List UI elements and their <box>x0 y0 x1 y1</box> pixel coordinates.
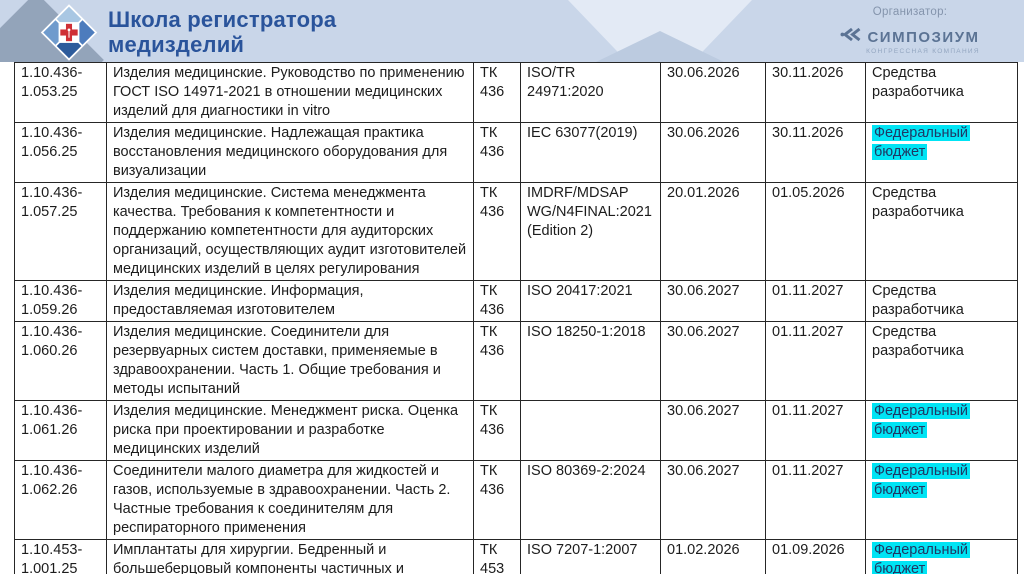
cell-funding: Средства разработчика <box>865 182 1018 281</box>
cell-tk: ТК 436 <box>473 122 521 183</box>
cell-date1: 30.06.2026 <box>660 122 766 183</box>
funding-text: Федеральный бюджет <box>872 463 970 498</box>
cell-date2: 30.11.2026 <box>765 122 866 183</box>
table-row: 1.10.453-1.001.25 Имплантаты для хирурги… <box>14 539 1018 574</box>
cell-standard: ISO/TR 24971:2020 <box>520 62 661 123</box>
cell-date2: 01.09.2026 <box>765 539 866 574</box>
cell-date2: 01.11.2027 <box>765 321 866 401</box>
organizer-label: Организатор: <box>872 6 948 18</box>
cell-date1: 30.06.2027 <box>660 460 766 540</box>
cell-id: 1.10.436-1.057.25 <box>14 182 107 281</box>
cell-date1: 30.06.2026 <box>660 62 766 123</box>
funding-text: Средства разработчика <box>872 324 964 359</box>
cell-id: 1.10.436-1.056.25 <box>14 122 107 183</box>
cell-id: 1.10.436-1.060.26 <box>14 321 107 401</box>
organizer-subtitle: КОНГРЕССНАЯ КОМПАНИЯ <box>866 48 980 55</box>
cell-date1: 30.06.2027 <box>660 280 766 322</box>
standards-table-body: 1.10.436-1.053.25 Изделия медицинские. Р… <box>14 62 1018 574</box>
cell-tk: ТК 436 <box>473 400 521 461</box>
cell-standard <box>520 400 661 461</box>
cell-standard: IEC 63077(2019) <box>520 122 661 183</box>
cell-standard: ISO 7207-1:2007 <box>520 539 661 574</box>
funding-text: Средства разработчика <box>872 283 964 318</box>
funding-text: Федеральный бюджет <box>872 125 970 160</box>
cell-title: Изделия медицинские. Соединители для рез… <box>106 321 474 401</box>
cell-funding: Федеральный бюджет <box>865 400 1018 461</box>
cell-funding: Федеральный бюджет <box>865 122 1018 183</box>
cell-title: Изделия медицинские. Информация, предост… <box>106 280 474 322</box>
cell-funding: Федеральный бюджет <box>865 539 1018 574</box>
cell-title: Изделия медицинские. Руководство по прим… <box>106 62 474 123</box>
symposium-logo-icon <box>840 27 862 47</box>
cell-funding: Средства разработчика <box>865 62 1018 123</box>
funding-text: Федеральный бюджет <box>872 542 970 574</box>
cell-id: 1.10.436-1.053.25 <box>14 62 107 123</box>
cell-date2: 01.11.2027 <box>765 400 866 461</box>
standards-table: 1.10.436-1.053.25 Изделия медицинские. Р… <box>14 62 1018 574</box>
funding-text: Средства разработчика <box>872 185 964 220</box>
cell-date1: 01.02.2026 <box>660 539 766 574</box>
organizer-name: СИМПОЗИУМ <box>867 28 980 46</box>
cell-tk: ТК 436 <box>473 460 521 540</box>
cell-date1: 30.06.2027 <box>660 400 766 461</box>
cell-title: Изделия медицинские. Надлежащая практика… <box>106 122 474 183</box>
table-row: 1.10.436-1.053.25 Изделия медицинские. Р… <box>14 62 1018 123</box>
header: Школа регистратора медизделий Организато… <box>0 0 1024 62</box>
cell-standard: IMDRF/MDSAP WG/N4FINAL:2021 (Edition 2) <box>520 182 661 281</box>
cell-title: Имплантаты для хирургии. Бедренный и бол… <box>106 539 474 574</box>
cell-id: 1.10.436-1.062.26 <box>14 460 107 540</box>
funding-text: Федеральный бюджет <box>872 403 970 438</box>
cell-date2: 01.05.2026 <box>765 182 866 281</box>
medical-cross-diamond-logo-icon <box>30 3 108 62</box>
cell-date2: 01.11.2027 <box>765 460 866 540</box>
cell-funding: Средства разработчика <box>865 321 1018 401</box>
cell-tk: ТК 436 <box>473 321 521 401</box>
cell-title: Изделия медицинские. Система менеджмента… <box>106 182 474 281</box>
cell-standard: ISO 18250-1:2018 <box>520 321 661 401</box>
cell-tk: ТК 436 <box>473 280 521 322</box>
cell-title: Изделия медицинские. Менеджмент риска. О… <box>106 400 474 461</box>
table-row: 1.10.436-1.060.26 Изделия медицинские. С… <box>14 321 1018 401</box>
cell-date2: 30.11.2026 <box>765 62 866 123</box>
cell-standard: ISO 20417:2021 <box>520 280 661 322</box>
cell-id: 1.10.436-1.059.26 <box>14 280 107 322</box>
cell-id: 1.10.436-1.061.26 <box>14 400 107 461</box>
cell-date1: 20.01.2026 <box>660 182 766 281</box>
funding-text: Средства разработчика <box>872 65 964 100</box>
table-row: 1.10.436-1.061.26 Изделия медицинские. М… <box>14 400 1018 461</box>
cell-tk: ТК 436 <box>473 182 521 281</box>
organizer-block: Организатор: СИМПОЗИУМ КОНГРЕССНАЯ КОМПА… <box>820 6 1000 55</box>
cell-funding: Средства разработчика <box>865 280 1018 322</box>
cell-date1: 30.06.2027 <box>660 321 766 401</box>
table-row: 1.10.436-1.057.25 Изделия медицинские. С… <box>14 182 1018 281</box>
cell-title: Соединители малого диаметра для жидкосте… <box>106 460 474 540</box>
cell-funding: Федеральный бюджет <box>865 460 1018 540</box>
cell-id: 1.10.453-1.001.25 <box>14 539 107 574</box>
page-title: Школа регистратора медизделий <box>108 7 337 57</box>
cell-standard: ISO 80369-2:2024 <box>520 460 661 540</box>
cell-date2: 01.11.2027 <box>765 280 866 322</box>
cell-tk: ТК 436 <box>473 62 521 123</box>
table-row: 1.10.436-1.062.26 Соединители малого диа… <box>14 460 1018 540</box>
cell-tk: ТК 453 <box>473 539 521 574</box>
table-row: 1.10.436-1.056.25 Изделия медицинские. Н… <box>14 122 1018 183</box>
table-row: 1.10.436-1.059.26 Изделия медицинские. И… <box>14 280 1018 322</box>
